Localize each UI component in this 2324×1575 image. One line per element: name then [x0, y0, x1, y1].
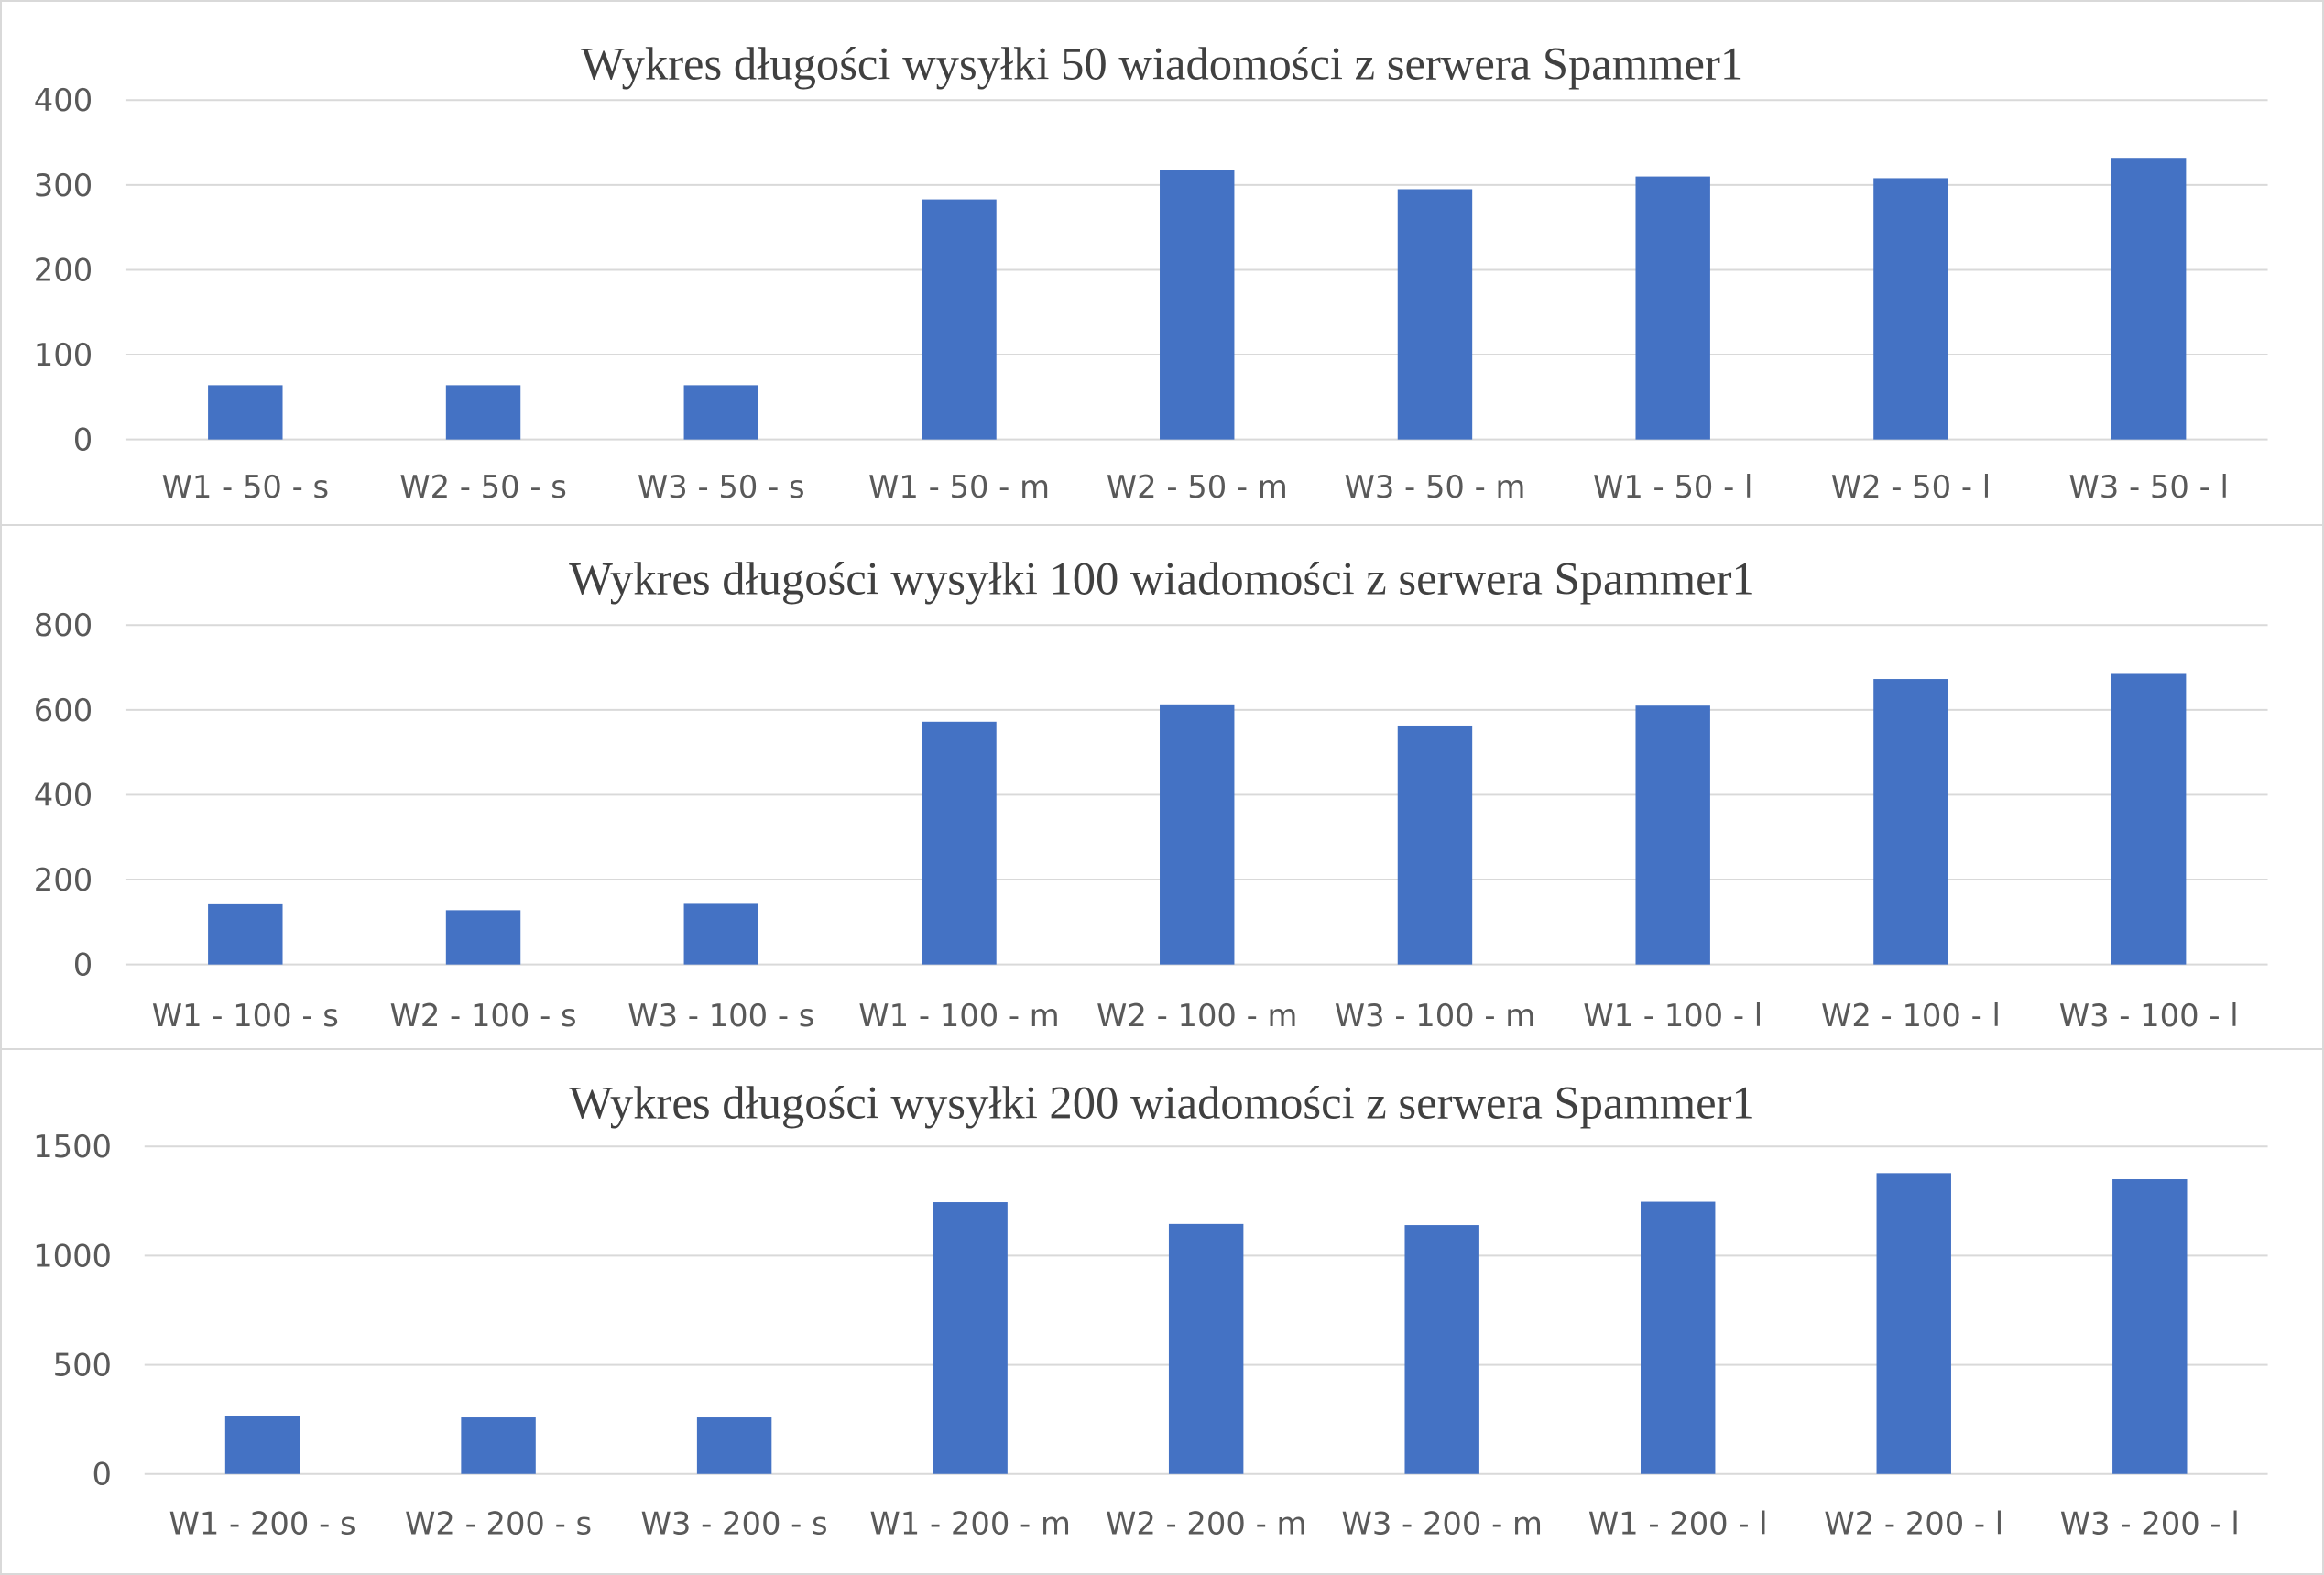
- x-tick-label: W1 - 200 - m: [869, 1505, 1070, 1541]
- bar: [1635, 176, 1710, 440]
- chart-panel-200: Wykres długości wysyłki 200 wiadomości z…: [0, 1048, 2324, 1575]
- x-tick-label: W3 - 100 - m: [1335, 998, 1535, 1034]
- y-tick-label: 400: [34, 82, 93, 118]
- x-tick-label: W1 - 50 - l: [1593, 469, 1752, 505]
- x-tick-label: W2 - 100 - l: [1821, 998, 2001, 1034]
- bar: [1873, 679, 1948, 965]
- chart-title: Wykres długości wysyłki 50 wiadomości z …: [581, 38, 1743, 89]
- chart-title: Wykres długości wysyłki 200 wiadomości z…: [569, 1077, 1755, 1128]
- bar: [461, 1417, 536, 1474]
- y-tick-label: 800: [34, 607, 93, 643]
- x-tick-label: W3 - 200 - l: [2060, 1505, 2240, 1541]
- x-tick-label: W1 - 100 - l: [1583, 998, 1762, 1034]
- x-tick-label: W3 - 50 - m: [1344, 469, 1525, 505]
- x-tick-label: W2 - 200 - m: [1106, 1505, 1306, 1541]
- bar-chart-200: Wykres długości wysyłki 200 wiadomości z…: [33, 1077, 2268, 1541]
- bar: [683, 385, 758, 440]
- bar: [1873, 178, 1948, 440]
- x-tick-label: W3 - 200 - m: [1341, 1505, 1542, 1541]
- bar: [1397, 189, 1473, 440]
- bar: [1641, 1201, 1716, 1474]
- bar: [445, 910, 521, 965]
- chart-panel-50: Wykres długości wysyłki 50 wiadomości z …: [0, 0, 2324, 526]
- x-tick-label: W2 - 100 - m: [1097, 998, 1297, 1034]
- x-tick-label: W2 - 100 - s: [389, 998, 576, 1034]
- x-tick-label: W1 - 200 - l: [1588, 1505, 1768, 1541]
- bar: [224, 1416, 300, 1474]
- bar: [1876, 1173, 1951, 1474]
- x-tick-label: W1 - 100 - s: [152, 998, 339, 1034]
- chart-panel-100: Wykres długości wysyłki 100 wiadomości z…: [0, 524, 2324, 1050]
- bar: [683, 903, 758, 965]
- y-tick-label: 500: [53, 1348, 112, 1384]
- y-tick-label: 200: [34, 862, 93, 898]
- x-tick-label: W2 - 50 - s: [399, 469, 567, 505]
- bar-chart-50: Wykres długości wysyłki 50 wiadomości z …: [34, 38, 2268, 505]
- y-tick-label: 100: [34, 337, 93, 373]
- y-tick-label: 400: [34, 777, 93, 813]
- bar: [1168, 1223, 1244, 1474]
- x-tick-label: W3 - 100 - l: [2059, 998, 2239, 1034]
- bar: [1404, 1225, 1479, 1474]
- y-tick-label: 600: [34, 693, 93, 728]
- bar: [696, 1417, 772, 1474]
- chart-title: Wykres długości wysyłki 100 wiadomości z…: [569, 552, 1755, 604]
- y-tick-label: 0: [93, 1457, 112, 1493]
- bar: [922, 199, 997, 440]
- x-tick-label: W1 - 100 - m: [858, 998, 1059, 1034]
- y-tick-label: 1500: [33, 1129, 112, 1165]
- x-tick-label: W3 - 100 - s: [627, 998, 814, 1034]
- y-tick-label: 0: [73, 947, 93, 983]
- bar-chart-100: Wykres długości wysyłki 100 wiadomości z…: [34, 552, 2268, 1034]
- bar: [2111, 673, 2187, 965]
- bar: [1397, 725, 1473, 965]
- y-tick-label: 300: [34, 168, 93, 203]
- bar: [445, 385, 521, 440]
- bar: [1635, 705, 1710, 965]
- x-tick-label: W2 - 50 - m: [1107, 469, 1288, 505]
- bar: [1160, 170, 1235, 440]
- x-tick-label: W1 - 50 - s: [161, 469, 329, 505]
- bar: [922, 721, 997, 965]
- x-tick-label: W3 - 50 - s: [638, 469, 805, 505]
- y-tick-label: 0: [73, 422, 93, 458]
- bar: [2112, 1179, 2188, 1474]
- x-tick-label: W2 - 200 - l: [1824, 1505, 2003, 1541]
- bar: [1160, 704, 1235, 965]
- bar: [2111, 158, 2187, 440]
- x-tick-label: W3 - 50 - l: [2068, 469, 2228, 505]
- x-tick-label: W2 - 200 - s: [405, 1505, 592, 1541]
- x-tick-label: W3 - 200 - s: [641, 1505, 828, 1541]
- bar: [933, 1202, 1008, 1474]
- y-tick-label: 200: [34, 252, 93, 288]
- x-tick-label: W2 - 50 - l: [1831, 469, 1991, 505]
- x-tick-label: W1 - 200 - s: [169, 1505, 355, 1541]
- bar: [208, 385, 283, 440]
- x-tick-label: W1 - 50 - m: [868, 469, 1050, 505]
- bar: [208, 903, 283, 965]
- y-tick-label: 1000: [33, 1238, 112, 1274]
